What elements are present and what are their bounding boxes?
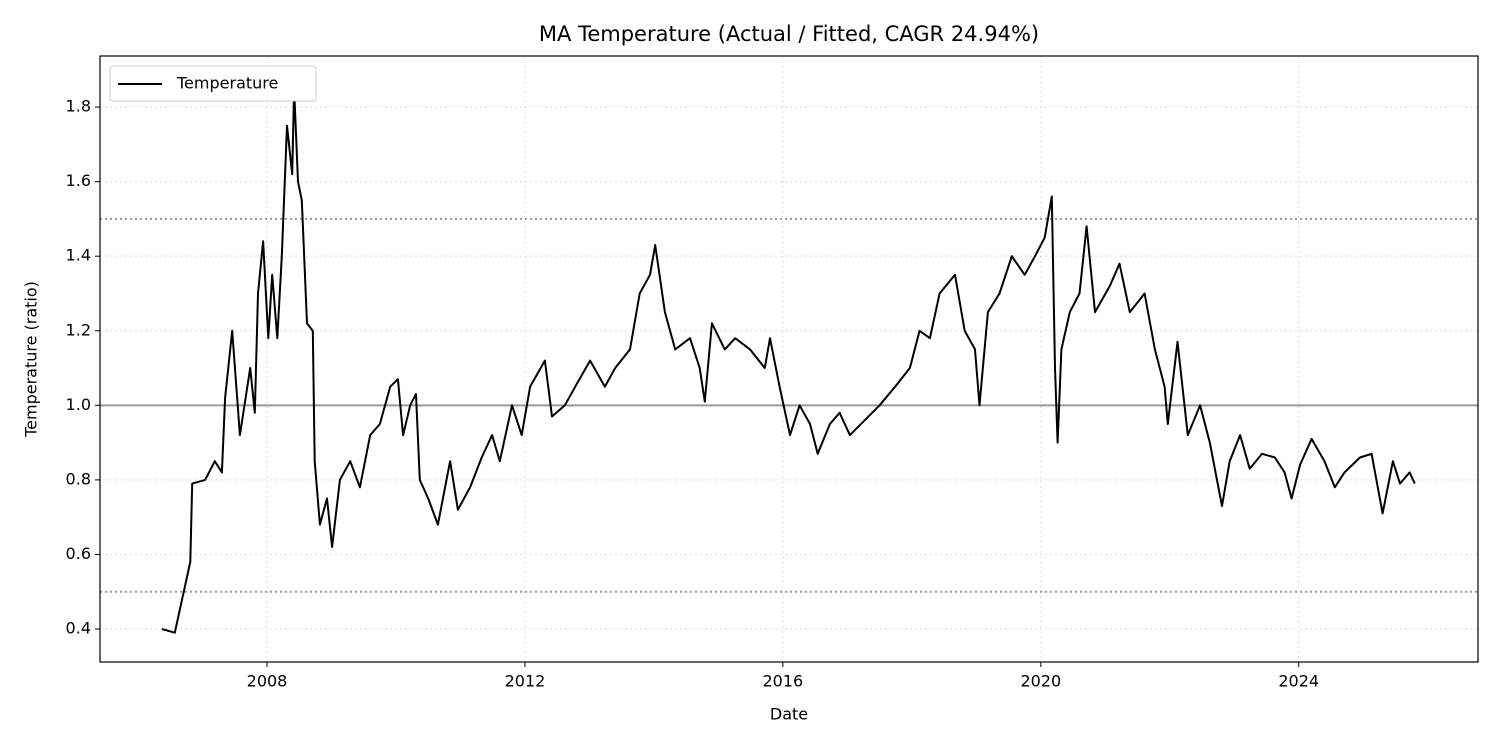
data-line — [161, 87, 1416, 634]
y-tick-label: 1.4 — [66, 246, 91, 265]
x-tick-label: 2016 — [763, 672, 804, 691]
axes-frame — [99, 55, 1479, 663]
legend-box — [109, 65, 317, 102]
y-tick-label: 1.8 — [66, 97, 91, 116]
x-tick-label: 2008 — [247, 672, 288, 691]
y-tick-label: 1.0 — [66, 395, 91, 414]
chart-title: MA Temperature (Actual / Fitted, CAGR 24… — [539, 22, 1039, 46]
x-axis-label: Date — [770, 705, 808, 724]
legend-label: Temperature — [176, 74, 278, 93]
plot-area — [100, 56, 1478, 662]
y-tick-label: 0.4 — [66, 619, 91, 638]
y-tick-label: 1.6 — [66, 171, 91, 190]
x-tick-label: 2020 — [1020, 672, 1061, 691]
y-tick-label: 0.8 — [66, 469, 91, 488]
y-tick-label: 0.6 — [66, 544, 91, 563]
y-tick-label: 1.2 — [66, 320, 91, 339]
x-tick-label: 2012 — [505, 672, 546, 691]
y-axis-label: Temperature (ratio) — [22, 281, 41, 438]
x-tick-label: 2024 — [1278, 672, 1319, 691]
